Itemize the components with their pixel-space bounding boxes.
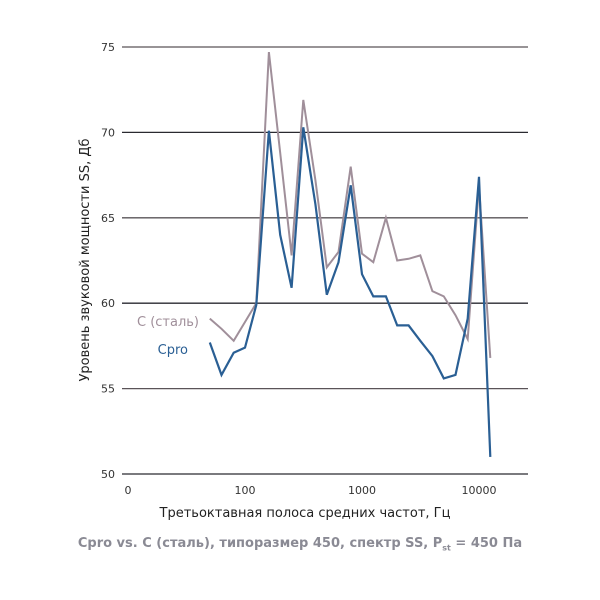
caption-text: Cpro vs. C (сталь), типоразмер 450, спек… (77, 536, 443, 551)
series-line-1 (208, 127, 492, 457)
caption-subscript: st (442, 543, 451, 553)
legend-entry-0: C (сталь) (137, 315, 199, 330)
x-tick-labels: 0 100 1000 10000 (125, 484, 497, 497)
x-tick-label: 100 (235, 484, 256, 497)
y-tick-label: 60 (101, 297, 115, 310)
series-line-0 (209, 51, 492, 358)
y-tick-label: 75 (101, 41, 115, 54)
legend-entry-1: Cpro (158, 343, 188, 358)
x-axis-label: Третьоктавная полоса средних частот, Гц (159, 506, 451, 521)
x-tick-label: 10000 (462, 484, 497, 497)
figure-caption: Cpro vs. C (сталь), типоразмер 450, спек… (0, 536, 600, 553)
legend: C (сталь) Cpro (137, 315, 199, 358)
y-tick-label: 55 (101, 383, 115, 396)
y-tick-label: 70 (101, 126, 115, 139)
y-axis-label: Уровень звуковой мощности SS, Дб (78, 138, 93, 381)
series-lines (208, 51, 492, 457)
y-tick-labels: 50 55 60 65 70 75 (101, 41, 115, 481)
y-tick-label: 50 (101, 468, 115, 481)
gridlines (122, 46, 528, 475)
caption-text-end: = 450 Па (450, 536, 523, 551)
y-tick-label: 65 (101, 212, 115, 225)
x-tick-label: 0 (125, 484, 132, 497)
x-tick-label: 1000 (348, 484, 376, 497)
